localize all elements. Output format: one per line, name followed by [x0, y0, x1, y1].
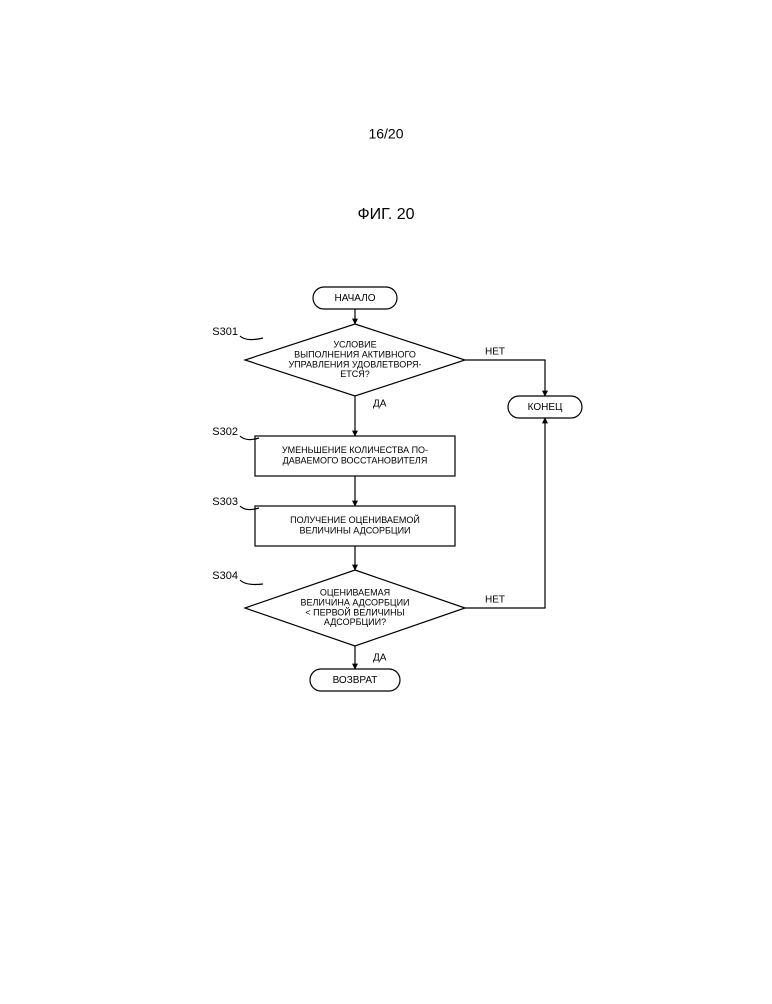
svg-text:УСЛОВИЕ: УСЛОВИЕ: [333, 340, 376, 350]
svg-text:S303: S303: [212, 496, 238, 508]
svg-text:ДАВАЕМОГО ВОССТАНОВИТЕЛЯ: ДАВАЕМОГО ВОССТАНОВИТЕЛЯ: [283, 456, 428, 466]
svg-text:ПОЛУЧЕНИЕ ОЦЕНИВАЕМОЙ: ПОЛУЧЕНИЕ ОЦЕНИВАЕМОЙ: [290, 514, 420, 525]
svg-text:ДА: ДА: [373, 653, 387, 664]
svg-text:УМЕНЬШЕНИЕ КОЛИЧЕСТВА ПО-: УМЕНЬШЕНИЕ КОЛИЧЕСТВА ПО-: [282, 445, 428, 455]
flowchart-svg: 16/20 ФИГ. 20 НАЧАЛО УСЛОВИЕВЫПОЛНЕНИЯ АКТИ…: [0, 0, 772, 999]
svg-text:16/20: 16/20: [368, 126, 403, 142]
svg-text:АДСОРБЦИИ?: АДСОРБЦИИ?: [324, 617, 386, 627]
svg-text:S302: S302: [212, 426, 238, 438]
svg-text:ВЕЛИЧИНЫ АДСОРБЦИИ: ВЕЛИЧИНЫ АДСОРБЦИИ: [299, 526, 410, 536]
svg-text:ДА: ДА: [373, 399, 387, 410]
page: 16/20 ФИГ. 20 НАЧАЛО УСЛОВИЕВЫПОЛНЕНИЯ АКТИ…: [0, 0, 772, 999]
svg-text:УПРАВЛЕНИЯ УДОВЛЕТВОРЯ-: УПРАВЛЕНИЯ УДОВЛЕТВОРЯ-: [288, 359, 421, 369]
svg-text:НАЧАЛО: НАЧАЛО: [334, 293, 375, 304]
svg-text:S304: S304: [212, 570, 238, 582]
svg-text:ВЕЛИЧИНА АДСОРБЦИИ: ВЕЛИЧИНА АДСОРБЦИИ: [300, 597, 409, 607]
svg-text:ВОЗВРАТ: ВОЗВРАТ: [333, 675, 378, 686]
svg-text:ОЦЕНИВАЕМАЯ: ОЦЕНИВАЕМАЯ: [320, 588, 390, 598]
svg-text:ЕТСЯ?: ЕТСЯ?: [340, 369, 370, 379]
svg-text:ВЫПОЛНЕНИЯ АКТИВНОГО: ВЫПОЛНЕНИЯ АКТИВНОГО: [294, 349, 416, 359]
svg-text:S301: S301: [212, 326, 238, 338]
svg-text:КОНЕЦ: КОНЕЦ: [528, 402, 563, 413]
svg-text:ФИГ. 20: ФИГ. 20: [357, 206, 414, 223]
svg-text:НЕТ: НЕТ: [485, 595, 505, 606]
svg-text:< ПЕРВОЙ ВЕЛИЧИНЫ: < ПЕРВОЙ ВЕЛИЧИНЫ: [305, 606, 404, 617]
svg-text:НЕТ: НЕТ: [485, 347, 505, 358]
